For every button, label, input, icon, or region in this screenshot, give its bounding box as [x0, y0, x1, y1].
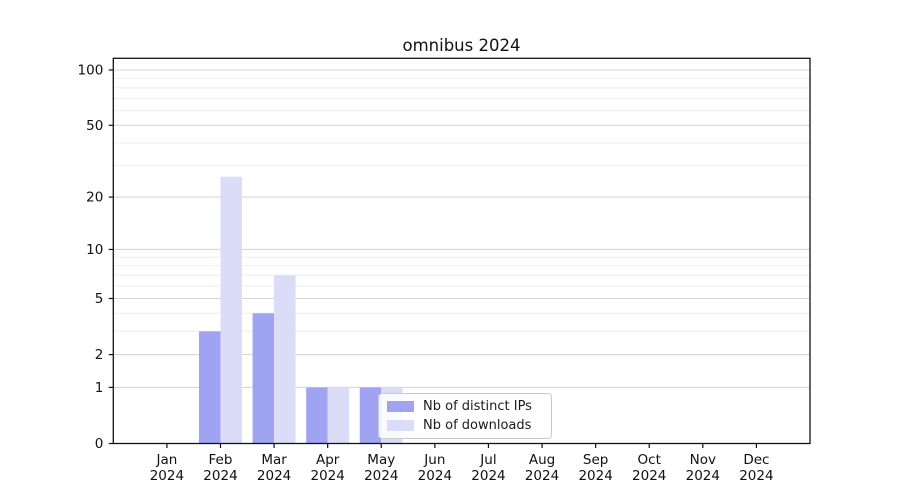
y-tick-label: 1	[95, 380, 104, 396]
x-tick-label-year: 2024	[471, 468, 505, 484]
x-tick-label-month: Dec	[743, 452, 769, 468]
x-tick-label-year: 2024	[525, 468, 559, 484]
y-tick-label: 2	[95, 347, 104, 363]
x-tick-label-month: Oct	[638, 452, 661, 468]
x-tick-label-month: Jun	[423, 452, 445, 468]
legend-item-distinct-ips: Nb of distinct IPs	[387, 399, 545, 414]
x-tick-label-month: Feb	[209, 452, 233, 468]
bar-downloads-mar	[274, 275, 296, 444]
legend-label-distinct-ips: Nb of distinct IPs	[423, 399, 532, 414]
legend-swatch-distinct-ips	[387, 401, 414, 412]
x-tick-label-year: 2024	[150, 468, 184, 484]
x-tick-label-month: Jan	[155, 452, 177, 468]
x-tick-label-month: Jul	[479, 452, 496, 468]
x-tick-label-month: May	[367, 452, 395, 468]
legend-label-downloads: Nb of downloads	[423, 418, 532, 433]
x-tick-label-month: Apr	[316, 452, 340, 468]
x-tick-label-year: 2024	[257, 468, 291, 484]
x-tick-label-year: 2024	[203, 468, 237, 484]
y-axis: 0 1 2 5 10 20 50 100	[78, 63, 114, 452]
axes-frame	[112, 57, 811, 445]
minor-gridlines	[113, 77, 810, 332]
y-tick-label: 10	[86, 242, 103, 258]
bar-downloads-apr	[327, 387, 350, 444]
x-tick-label-year: 2024	[632, 468, 666, 484]
x-tick-label-year: 2024	[364, 468, 398, 484]
bar-distinct-ips-feb	[198, 331, 221, 444]
bar-distinct-ips-apr	[306, 387, 328, 444]
y-tick-label: 0	[95, 436, 104, 452]
bars	[198, 176, 403, 444]
y-tick-label: 5	[95, 291, 104, 307]
y-tick-label: 100	[78, 63, 104, 79]
legend: Nb of distinct IPs Nb of downloads	[378, 393, 552, 439]
bar-downloads-feb	[220, 176, 242, 444]
y-tick-label: 50	[86, 118, 103, 134]
x-tick-label-month: Mar	[261, 452, 287, 468]
plot-frame	[112, 57, 811, 445]
bar-distinct-ips-mar	[252, 313, 275, 444]
x-tick-label-year: 2024	[686, 468, 720, 484]
x-axis: Jan2024Feb2024Mar2024Apr2024May2024Jun20…	[150, 443, 774, 484]
x-tick-label-year: 2024	[739, 468, 773, 484]
chart-title: omnibus 2024	[402, 36, 521, 55]
x-tick-label-month: Aug	[529, 452, 555, 468]
x-tick-label-year: 2024	[578, 468, 612, 484]
bar-distinct-ips-may	[359, 387, 382, 444]
y-tick-label: 20	[86, 190, 103, 206]
x-tick-label-month: Nov	[690, 452, 716, 468]
legend-swatch-downloads	[387, 420, 414, 431]
x-tick-label-month: Sep	[583, 452, 608, 468]
x-tick-label-year: 2024	[418, 468, 452, 484]
x-tick-label-year: 2024	[310, 468, 344, 484]
legend-item-downloads: Nb of downloads	[387, 418, 545, 433]
